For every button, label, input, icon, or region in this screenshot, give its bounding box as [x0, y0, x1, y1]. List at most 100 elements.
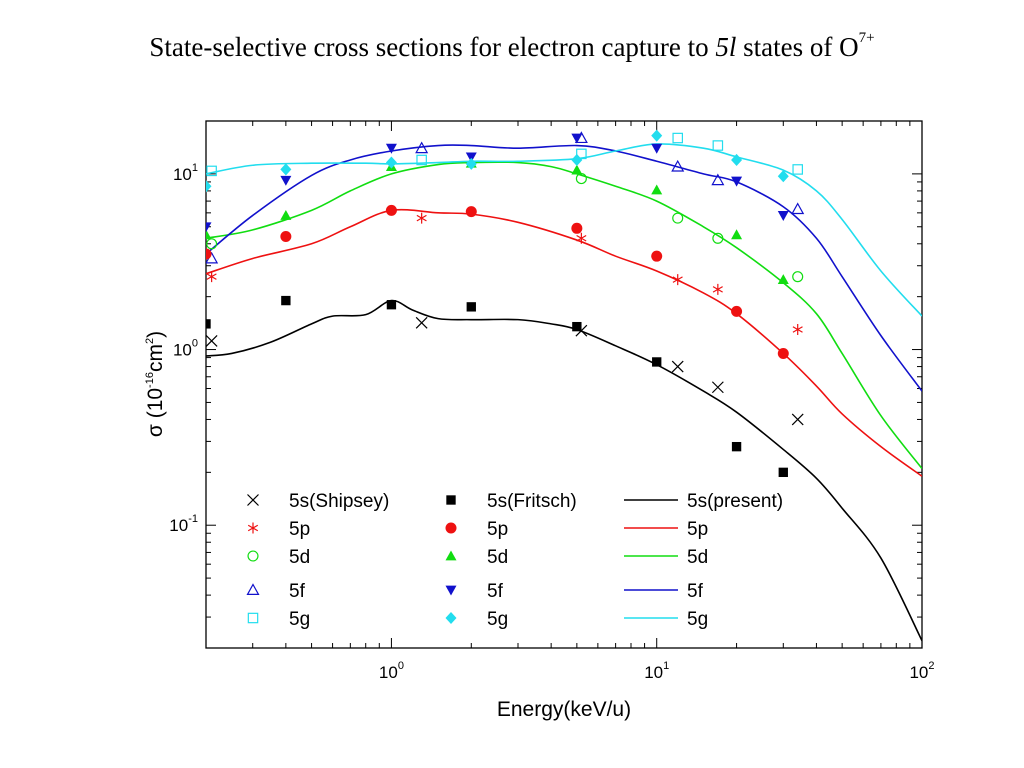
data-point-5g-diamond-filled	[651, 129, 663, 142]
ylabel-mid: cm	[144, 344, 167, 372]
data-point-5f-triangle-down-filled	[280, 175, 292, 186]
data-point-5p-circle-filled	[280, 231, 292, 243]
legend-label-5d: 5d	[687, 547, 708, 568]
y-tick-label: 10-1	[169, 513, 198, 535]
legend-marker-5s-shipsey-x	[247, 494, 259, 506]
data-point-5s-shipsey-x	[206, 334, 218, 347]
data-point-5d-triangle-up-filled	[731, 229, 743, 240]
data-point-5d-circle-open	[792, 271, 804, 283]
data-point-5g-square-open	[576, 148, 587, 160]
legend-label-5p: 5p	[289, 519, 310, 540]
data-point-5s-fritsch-square-filled	[572, 321, 582, 332]
data-point-5s-shipsey-x	[791, 413, 804, 426]
title-main: State-selective cross sections for elect…	[149, 32, 716, 62]
data-point-5f-triangle-down-filled	[571, 133, 583, 144]
legend-label-5f: 5f	[487, 581, 504, 602]
marker-layer	[206, 129, 805, 478]
data-point-5s-fritsch-square-filled	[652, 357, 662, 367]
ylabel-exp2: 2	[144, 338, 156, 344]
data-point-5f-triangle-up-open	[415, 141, 429, 154]
title-italic: 5l	[715, 32, 737, 62]
data-point-5p-asterisk	[416, 212, 427, 224]
data-point-5p-circle-filled	[571, 222, 583, 234]
title-middle: states of O	[736, 32, 859, 62]
title-superscript: 7+	[858, 30, 875, 46]
data-point-5g-square-open	[672, 132, 683, 144]
x-tick-label: 100	[379, 660, 404, 682]
ylabel-exp1: -16	[144, 372, 156, 388]
legend-label-5d: 5d	[487, 547, 508, 568]
data-point-5g-square-open	[712, 140, 724, 151]
series-line-5g	[206, 143, 922, 317]
data-point-5d-triangle-up-filled	[206, 229, 212, 240]
data-point-5g-diamond-filled	[731, 153, 743, 167]
x-tick-label: 102	[909, 660, 934, 682]
data-point-5d-circle-open	[672, 212, 684, 224]
legend-label-5d: 5d	[289, 547, 310, 568]
data-point-5d-circle-open	[712, 232, 724, 244]
legend-marker-5s-fritsch-square-filled	[446, 495, 456, 505]
data-point-5g-diamond-filled	[465, 157, 477, 170]
data-point-5p-circle-filled	[206, 248, 212, 260]
data-point-5d-triangle-up-filled	[571, 164, 583, 175]
x-tick-label: 101	[644, 660, 669, 682]
legend-marker-5f-triangle-up-open	[246, 583, 260, 595]
legend-label-5s-fritsch: 5s(Fritsch)	[487, 491, 577, 512]
x-axis-label: Energy(keV/u)	[497, 698, 631, 721]
data-point-5p-circle-filled	[465, 206, 477, 218]
data-point-5p-asterisk	[792, 324, 803, 336]
data-point-5p-circle-filled	[651, 250, 663, 262]
series-line-5f	[206, 144, 922, 392]
ylabel-end: )	[144, 331, 167, 338]
legend-label-5g: 5g	[687, 609, 708, 630]
data-point-5f-triangle-down-filled	[206, 222, 212, 233]
legend-marker-5d-circle-open	[247, 550, 259, 562]
data-point-5f-triangle-down-filled	[651, 143, 663, 154]
data-point-5s-fritsch-square-filled	[466, 302, 476, 312]
data-point-5p-circle-filled	[385, 204, 397, 216]
data-point-5d-circle-open	[206, 238, 218, 250]
series-line-5s-present	[206, 299, 922, 642]
data-point-5s-shipsey-x	[415, 316, 428, 329]
tick-labels: 100 101 102 10-1 100 101	[169, 162, 934, 682]
data-point-5p-circle-filled	[731, 305, 743, 317]
legend-marker-5g-diamond-filled	[445, 611, 457, 625]
data-point-5g-diamond-filled	[385, 156, 397, 169]
legend: 5s(Shipsey) 5p 5d 5f 5g 5s(Fritsch) 5p 5d 5f 5g 5s…	[246, 491, 783, 630]
data-point-5g-diamond-filled	[206, 180, 212, 193]
legend-marker-5p-asterisk	[247, 522, 259, 534]
data-point-5g-diamond-filled	[280, 163, 292, 176]
legend-label-5f: 5f	[687, 581, 704, 602]
data-point-5d-triangle-up-filled	[777, 274, 789, 285]
curve-layer	[206, 143, 922, 642]
data-point-5f-triangle-up-open	[791, 202, 805, 215]
data-point-5f-triangle-up-open	[711, 173, 725, 186]
series-line-5p	[206, 208, 922, 477]
data-point-5d-triangle-up-filled	[280, 209, 292, 220]
legend-label-5p: 5p	[487, 519, 508, 540]
legend-label-5s-present: 5s(present)	[687, 491, 783, 512]
data-point-5p-asterisk	[672, 274, 683, 286]
plot-frame	[205, 120, 923, 649]
data-point-5g-diamond-filled	[571, 153, 583, 167]
y-tick-label: 101	[173, 162, 198, 184]
legend-label-5g: 5g	[289, 609, 310, 630]
data-point-5s-fritsch-square-filled	[731, 441, 742, 452]
legend-marker-5f-triangle-down-filled	[445, 585, 457, 596]
legend-label-5g: 5g	[487, 609, 508, 630]
data-point-5f-triangle-down-filled	[777, 211, 789, 221]
legend-label-5p: 5p	[687, 519, 708, 540]
data-point-5p-asterisk	[712, 283, 723, 295]
data-point-5p-asterisk	[576, 232, 587, 244]
legend-marker-5g-square-open	[247, 612, 259, 624]
data-point-5s-fritsch-square-filled	[386, 300, 397, 310]
data-point-5f-triangle-down-filled	[731, 176, 743, 187]
data-point-5f-triangle-down-filled	[465, 152, 477, 163]
data-point-5p-asterisk	[206, 271, 217, 283]
data-point-5s-shipsey-x	[671, 360, 684, 373]
ylabel-base: σ (10	[144, 388, 167, 437]
y-tick-label: 100	[173, 338, 198, 360]
data-point-5g-square-open	[206, 165, 217, 177]
chart-title: State-selective cross sections for elect…	[0, 30, 1024, 63]
